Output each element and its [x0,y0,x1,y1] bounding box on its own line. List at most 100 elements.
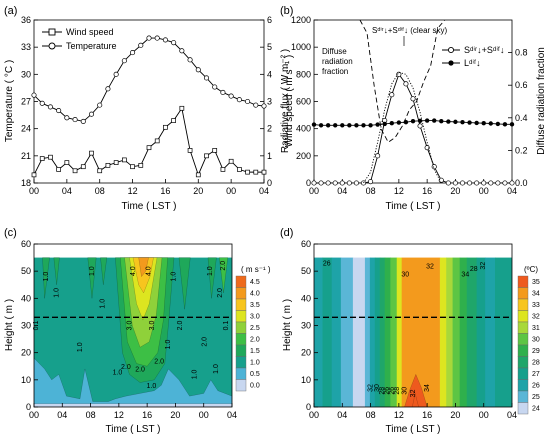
contour-label: 2.0 [121,364,131,371]
x-tick-label: 00 [226,186,236,196]
longwave-point [389,121,394,126]
temperature-point [236,97,242,103]
legend-wind-marker [48,28,56,36]
contour-label: 1.0 [77,342,84,352]
contour-label: 1.0 [207,266,214,276]
temperature-point [56,108,62,114]
colorbar-label: 4.5 [250,279,260,286]
panel-c-label: (c) [4,227,17,239]
contour-band [439,257,447,407]
contour-label: 1.0 [89,266,96,276]
panel-b-left-ticks: 0 200 400 600 800 1000 1200 [291,15,318,188]
shortwave-point [410,96,416,102]
panel-a-xlabel: Time ( LST ) [121,201,176,212]
contour-label: 28 [394,387,401,395]
y-tick-label: 0.2 [515,145,528,155]
temperature-point [154,35,160,41]
temperature-point [212,84,218,90]
temperature-point [253,102,259,108]
panel-c-y-ticks: 0 10 20 30 40 50 60 [21,239,38,412]
longwave-point [460,119,465,125]
contour-label: 26 [323,261,331,268]
contour-label: 4.0 [146,266,153,276]
colorbar-label: 32 [532,314,540,321]
longwave-point [439,118,444,124]
panel-c-x-ticks: 00 04 08 12 16 20 00 04 [29,403,237,420]
contour-label: 26 [384,387,391,395]
temperature-point [179,48,185,54]
y-tick-label: 20 [21,348,31,358]
x-tick-label: 16 [160,186,170,196]
legend-sw-marker [447,46,455,54]
longwave-point [347,123,352,128]
x-tick-label: 20 [450,186,460,196]
x-tick-label: 04 [62,186,72,196]
legend-wind-label: Wind speed [66,27,114,37]
clear-sky-annotation: Sᵈⁱʳ↓+Sᵈⁱᶠ↓ (clear sky) [372,26,447,35]
contour-label: 4.0 [130,266,137,276]
contour-label: 2.0 [135,367,145,374]
temperature-point [171,40,177,46]
colorbar-label: 28 [532,360,540,367]
x-tick-label: 04 [507,410,517,420]
contour-label: 2.0 [177,321,184,331]
panel-b-ylabel-right: Diffuse radiation fraction [536,47,547,155]
panel-d-label: (d) [280,227,293,239]
temperature-point [162,37,168,43]
x-tick-label: 00 [29,186,39,196]
colorbar-swatch [235,298,247,311]
longwave-point [333,123,338,128]
colorbar-swatch [517,402,529,415]
longwave-point [446,119,451,124]
x-tick-label: 08 [95,186,105,196]
colorbar-label: 2.5 [250,325,260,332]
colorbar-swatch [235,344,247,357]
contour-label: 1.0 [213,364,220,374]
x-tick-label: 00 [479,410,489,420]
wind-speed-point [195,172,201,178]
shortwave-point [318,180,324,186]
colorbar-swatch [235,321,247,334]
panel-a-ylabel-left: Temperature ( °C ) [4,60,15,142]
panel-b-label: (b) [280,5,293,17]
longwave-point [509,122,515,127]
shortwave-point [346,180,352,186]
diffuse-annotation-1: Diffuse [322,47,347,56]
colorbar-swatch [235,275,247,288]
contour-region [178,257,191,310]
contour-band [322,257,333,407]
x-tick-label: 08 [366,410,376,420]
y-tick-label: 1 [267,151,272,161]
longwave-point [481,121,486,126]
wind-speed-point [130,164,135,170]
y-tick-label: 5 [267,42,272,52]
temperature-point [203,75,210,81]
y-tick-label: 30 [21,321,31,331]
wind-speed-point [89,150,94,156]
longwave-point [325,123,331,128]
legend-sw-label: Sᵈⁱʳ↓+Sᵈⁱᶠ↓ [464,45,505,55]
contour-label: 30 [401,272,409,279]
x-tick-label: 20 [170,410,180,420]
y-tick-label: 60 [21,239,31,249]
temperature-point [195,67,201,73]
shortwave-point [452,180,458,186]
shortwave-point [459,180,466,186]
panel-c-plot: 0.11.01.01.01.01.01.01.01.02.0 2.02.03.0 3… [33,244,232,407]
y-tick-label: 10 [21,375,31,385]
panel-c: (c) 0.11.01.01.01.01.01.01.01.02.0 2.02.0… [4,227,271,435]
x-tick-label: 16 [142,410,152,420]
colorbar-label: 4.0 [250,291,260,298]
shortwave-point [396,71,402,77]
wind-speed-point [212,148,218,153]
panel-a-ylabel-right: Wind speed ( m s⁻¹ ) [284,55,295,148]
shortwave-point [368,179,374,185]
contour-band [401,257,441,407]
panel-d-colorbar: 35 34 33 32 31 30 29 28 27 26 25 24 [517,275,540,415]
wind-speed-point [220,167,226,172]
x-tick-label: 04 [337,186,347,196]
colorbar-swatch [517,390,529,403]
contour-label: 1.0 [147,383,157,390]
